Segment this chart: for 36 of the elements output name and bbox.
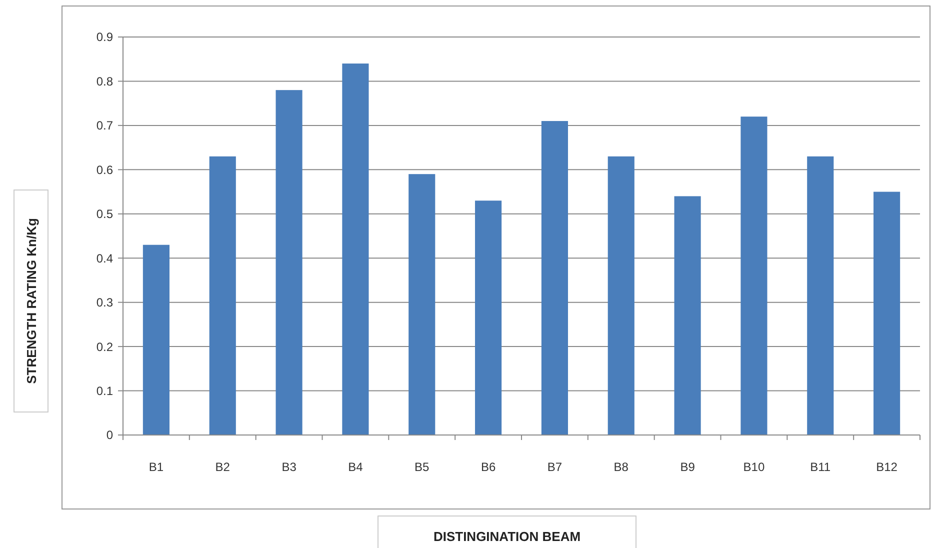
y-tick-label: 0.4 bbox=[96, 251, 114, 266]
bar bbox=[209, 156, 236, 435]
y-axis-title: STRENGTH RATING Kn/Kg bbox=[24, 218, 39, 384]
x-axis-title: DISTINGINATION BEAM bbox=[433, 529, 581, 544]
bar bbox=[807, 156, 834, 435]
bar bbox=[342, 64, 369, 435]
bar bbox=[475, 200, 502, 435]
y-tick-label: 0.6 bbox=[96, 162, 114, 177]
y-tick-label: 0.9 bbox=[96, 30, 114, 44]
x-tick-label: B12 bbox=[876, 460, 898, 474]
y-tick-label: 0.8 bbox=[96, 74, 114, 88]
bar bbox=[276, 90, 302, 435]
x-tick-label: B7 bbox=[547, 460, 562, 474]
bar bbox=[674, 196, 701, 435]
bar bbox=[608, 156, 634, 435]
x-tick-label: B8 bbox=[614, 460, 629, 474]
y-tick-label: 0.5 bbox=[96, 207, 114, 222]
bar bbox=[541, 121, 568, 435]
x-tick-label: B2 bbox=[215, 460, 230, 474]
x-tick-label: B11 bbox=[810, 460, 831, 474]
x-tick-label: B9 bbox=[680, 460, 696, 474]
y-tick-label: 0.1 bbox=[96, 384, 114, 398]
x-tick-label: B10 bbox=[743, 460, 765, 474]
x-tick-label: B4 bbox=[348, 460, 364, 474]
x-tick-label: B1 bbox=[148, 460, 164, 474]
y-tick-label: 0.7 bbox=[96, 118, 114, 133]
bar bbox=[408, 174, 436, 435]
x-tick-label: B6 bbox=[480, 460, 496, 474]
x-tick-label: B3 bbox=[282, 460, 297, 474]
bar bbox=[142, 244, 170, 435]
y-tick-label: 0.3 bbox=[96, 296, 114, 310]
bar bbox=[874, 192, 900, 435]
x-tick-label: B5 bbox=[414, 460, 430, 474]
y-tick-label: 0 bbox=[106, 428, 114, 442]
y-tick-label: 0.2 bbox=[96, 340, 114, 354]
bar bbox=[740, 116, 768, 435]
